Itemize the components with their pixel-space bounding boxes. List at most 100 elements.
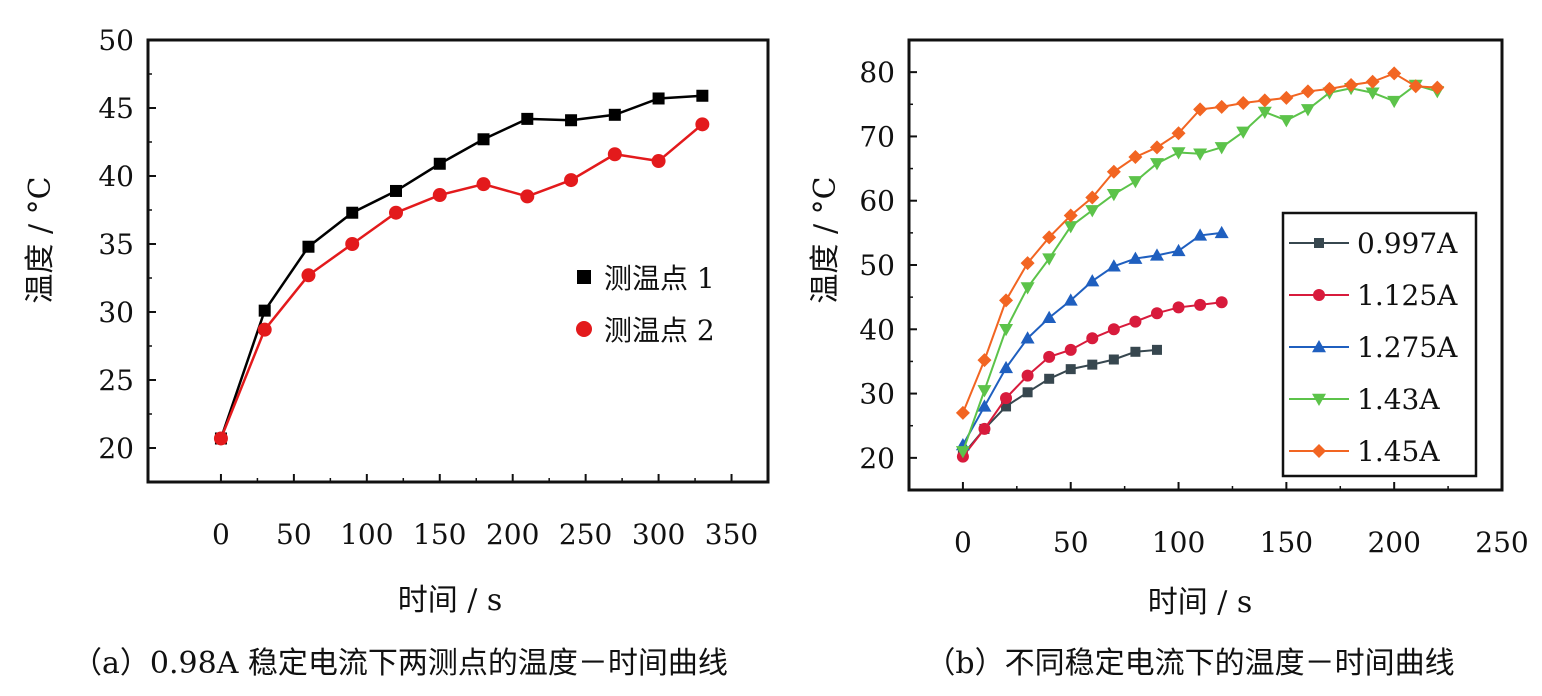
data-point xyxy=(1043,350,1056,363)
data-point xyxy=(977,385,992,398)
data-point xyxy=(564,173,579,188)
data-point xyxy=(257,322,272,337)
legend-entry: 1.45A xyxy=(1289,435,1440,468)
data-point xyxy=(1214,142,1229,155)
x-tick-label: 0 xyxy=(954,526,972,559)
data-point xyxy=(1151,344,1162,355)
data-point xyxy=(1085,205,1100,218)
data-point xyxy=(955,446,970,459)
x-tick-label: 0 xyxy=(212,518,230,551)
data-point xyxy=(1042,310,1057,323)
plot-frame xyxy=(146,38,770,484)
data-point xyxy=(1193,228,1208,241)
data-point xyxy=(1085,274,1100,287)
data-point xyxy=(1236,126,1251,139)
data-point xyxy=(1063,221,1078,234)
chart-a: 0 50 100 150 200 250 300 350 20 25 30 35 40 45 50 时间 / … xyxy=(23,24,770,681)
data-point xyxy=(1085,190,1100,205)
legend-marker xyxy=(1313,289,1325,301)
data-point xyxy=(1064,343,1077,356)
data-point xyxy=(1042,253,1057,266)
legend: 测温点 1 测温点 2 xyxy=(576,262,715,347)
y-tick-label: 70 xyxy=(859,120,895,153)
data-point xyxy=(1215,296,1228,309)
series-3 xyxy=(955,79,1445,459)
data-point xyxy=(1000,392,1013,405)
data-point xyxy=(433,157,446,170)
data-point xyxy=(1172,301,1185,314)
data-point xyxy=(1344,78,1359,92)
data-point xyxy=(1387,95,1402,109)
data-point xyxy=(955,405,970,420)
series-1 xyxy=(956,296,1228,463)
data-point xyxy=(389,205,403,220)
x-tick-label: 50 xyxy=(1053,526,1089,559)
legend-label: 测温点 1 xyxy=(604,262,715,295)
data-point xyxy=(1149,158,1164,171)
data-point xyxy=(1108,354,1119,365)
legend-marker xyxy=(1314,238,1324,248)
data-point xyxy=(1300,104,1315,117)
data-point xyxy=(1086,332,1099,345)
data-point xyxy=(1150,307,1163,320)
data-point xyxy=(476,177,491,192)
x-tick-label: 150 xyxy=(413,518,466,551)
series-line xyxy=(219,123,704,439)
legend-label: 1.43A xyxy=(1357,383,1440,416)
chart-caption: （b）不同稳定电流下的温度－时间曲线 xyxy=(925,646,1454,681)
x-tick-label: 100 xyxy=(340,518,393,551)
data-point xyxy=(1171,243,1186,257)
data-point xyxy=(1236,96,1251,110)
y-tick-label: 20 xyxy=(98,432,134,465)
data-point xyxy=(1087,359,1098,370)
data-point xyxy=(1020,282,1035,295)
data-point xyxy=(977,399,992,412)
data-point xyxy=(1149,248,1164,261)
data-point xyxy=(1365,74,1380,89)
y-tick-label: 40 xyxy=(98,160,134,193)
y-tick-label: 35 xyxy=(98,228,134,261)
series-4 xyxy=(955,66,1445,420)
series-1 xyxy=(213,117,710,446)
y-axis-label: 温度 / °C xyxy=(808,176,843,303)
data-point xyxy=(1171,147,1186,160)
x-tick-label: 300 xyxy=(632,518,685,551)
data-point xyxy=(565,114,578,127)
y-tick-label: 45 xyxy=(98,92,134,125)
y-tick-label: 60 xyxy=(859,185,895,218)
y-tick-label: 40 xyxy=(859,313,895,346)
data-point xyxy=(1193,102,1208,117)
data-point xyxy=(1257,93,1272,108)
data-point xyxy=(1128,251,1143,264)
data-point xyxy=(258,304,271,317)
data-point xyxy=(1044,373,1055,384)
data-point xyxy=(390,184,402,197)
data-point xyxy=(999,324,1014,337)
data-point xyxy=(1020,331,1035,344)
legend-entry: 1.275A xyxy=(1289,331,1458,364)
data-point xyxy=(1257,106,1272,119)
data-point xyxy=(1279,115,1294,128)
y-tick-label: 30 xyxy=(859,378,895,411)
y-tick-label: 30 xyxy=(98,296,134,329)
legend-label: 测温点 2 xyxy=(604,314,715,347)
data-point xyxy=(1130,346,1141,357)
data-point xyxy=(1063,293,1078,306)
legend-marker xyxy=(577,270,591,284)
y-tick-label: 50 xyxy=(98,24,134,57)
legend: 0.997A 1.125A 1.275A 1.43A 1.45A xyxy=(1281,211,1478,478)
data-point xyxy=(1194,298,1207,311)
data-point xyxy=(607,147,622,162)
data-point xyxy=(652,92,665,105)
data-point xyxy=(608,108,621,121)
x-tick-label: 200 xyxy=(486,518,539,551)
data-point xyxy=(978,422,991,435)
data-point xyxy=(1020,256,1035,271)
data-point xyxy=(1171,126,1186,141)
y-tick-label: 20 xyxy=(859,442,895,475)
data-point xyxy=(1128,150,1143,164)
legend-marker xyxy=(1312,444,1326,458)
data-point xyxy=(651,154,666,169)
legend-marker xyxy=(1312,393,1326,406)
legend-label: 1.275A xyxy=(1357,331,1458,364)
